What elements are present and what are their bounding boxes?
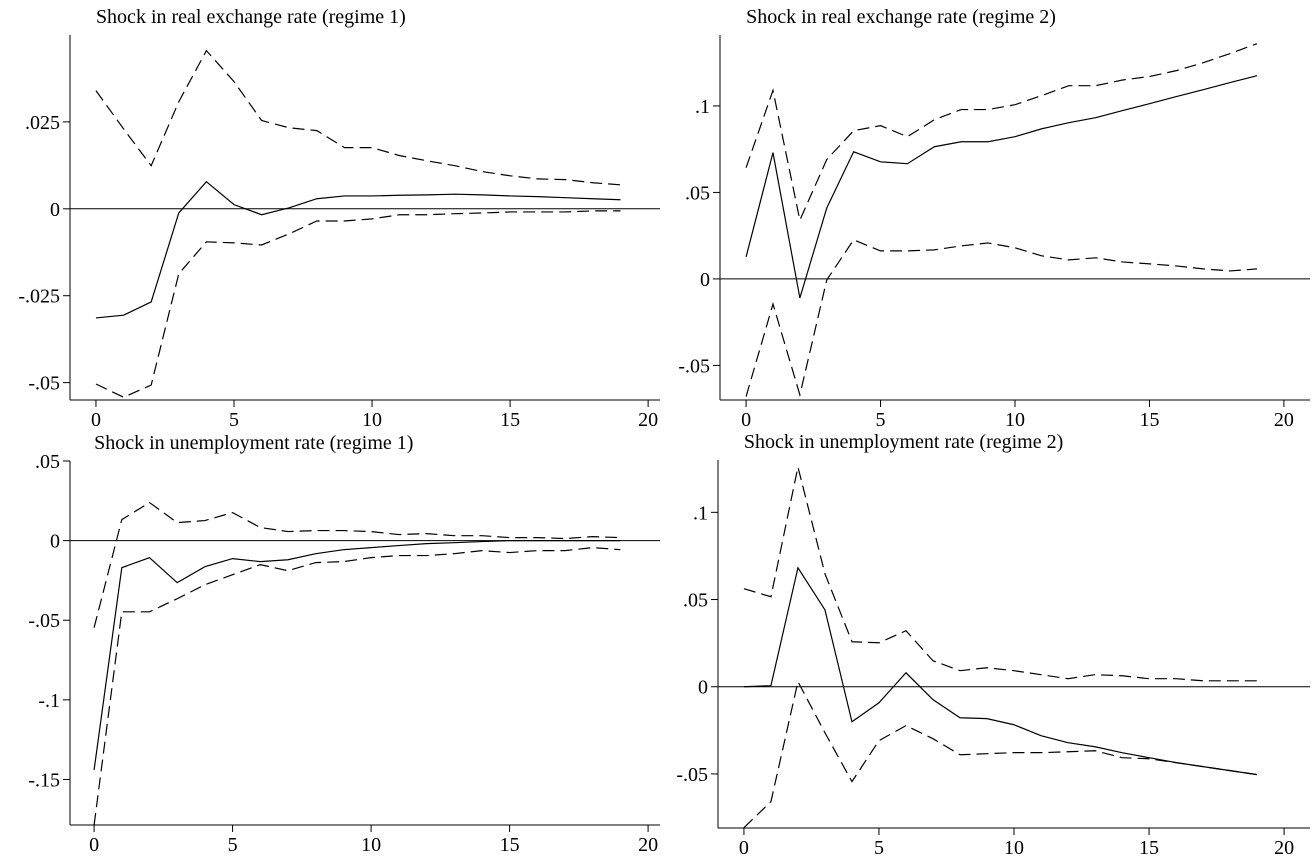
series-line	[743, 466, 1258, 682]
series-line	[93, 540, 621, 770]
y-tick-label: -.05	[28, 373, 60, 395]
panel: -.15 -.1 -.05 0 .05 0 5 10 15 20 Shock in unemploy…	[28, 432, 660, 856]
y-tick-label: -.05	[676, 764, 708, 786]
series-line	[745, 43, 1258, 223]
y-tick-label: .1	[695, 96, 710, 118]
y-tick-label: .05	[35, 451, 60, 473]
series-line	[95, 210, 621, 398]
chart-title: Shock in unemployment rate (regime 1)	[94, 432, 413, 454]
chart-title: Shock in real exchange rate (regime 1)	[96, 6, 406, 28]
y-tick-label: .05	[685, 182, 710, 204]
panel: -.05 0 .05 .1 0 5 10 15 20 Shock in unemployment …	[676, 431, 1310, 859]
chart-title: Shock in real exchange rate (regime 2)	[746, 6, 1056, 28]
series-line	[745, 75, 1258, 299]
y-tick-label: .025	[25, 112, 60, 134]
y-tick-label: .1	[693, 502, 708, 524]
x-tick-label: 15	[500, 834, 520, 856]
panel: -.05 0 .05 .1 0 5 10 15 20 Shock in real exchange…	[678, 6, 1310, 431]
x-tick-label: 20	[638, 834, 658, 856]
y-tick-label: 0	[50, 531, 60, 553]
y-tick-label: 0	[700, 269, 710, 291]
x-tick-label: 20	[1274, 837, 1294, 859]
x-tick-label: 5	[228, 834, 238, 856]
x-tick-label: 0	[741, 409, 751, 431]
series-line	[745, 239, 1258, 398]
x-tick-label: 0	[739, 837, 749, 859]
x-tick-label: 5	[229, 409, 239, 431]
y-tick-label: 0	[698, 677, 708, 699]
y-tick-label: -.05	[678, 355, 710, 377]
y-tick-label: -.05	[28, 610, 60, 632]
x-tick-label: 15	[1139, 409, 1159, 431]
x-tick-label: 10	[1004, 837, 1024, 859]
series-line	[93, 501, 621, 628]
chart-title: Shock in unemployment rate (regime 2)	[744, 431, 1063, 453]
x-tick-label: 15	[1139, 837, 1159, 859]
x-tick-label: 5	[874, 837, 884, 859]
x-tick-label: 15	[500, 409, 520, 431]
series-line	[743, 679, 1258, 829]
y-tick-label: -.1	[38, 690, 60, 712]
x-tick-label: 10	[362, 409, 382, 431]
x-tick-label: 5	[876, 409, 886, 431]
panel: -.05 -.025 0 .025 0 5 10 15 20 Shock in real exch…	[18, 6, 660, 431]
series-line	[95, 180, 621, 319]
x-tick-label: 10	[1005, 409, 1025, 431]
y-tick-label: .05	[683, 590, 708, 612]
x-tick-label: 20	[1274, 409, 1294, 431]
y-tick-label: -.15	[28, 769, 60, 791]
x-tick-label: 0	[89, 834, 99, 856]
x-tick-label: 0	[91, 409, 101, 431]
series-line	[743, 566, 1258, 776]
series-line	[93, 547, 621, 826]
y-tick-label: -.025	[18, 286, 60, 308]
x-tick-label: 20	[638, 409, 658, 431]
x-tick-label: 10	[361, 834, 381, 856]
y-tick-label: 0	[50, 199, 60, 221]
series-line	[95, 49, 621, 186]
